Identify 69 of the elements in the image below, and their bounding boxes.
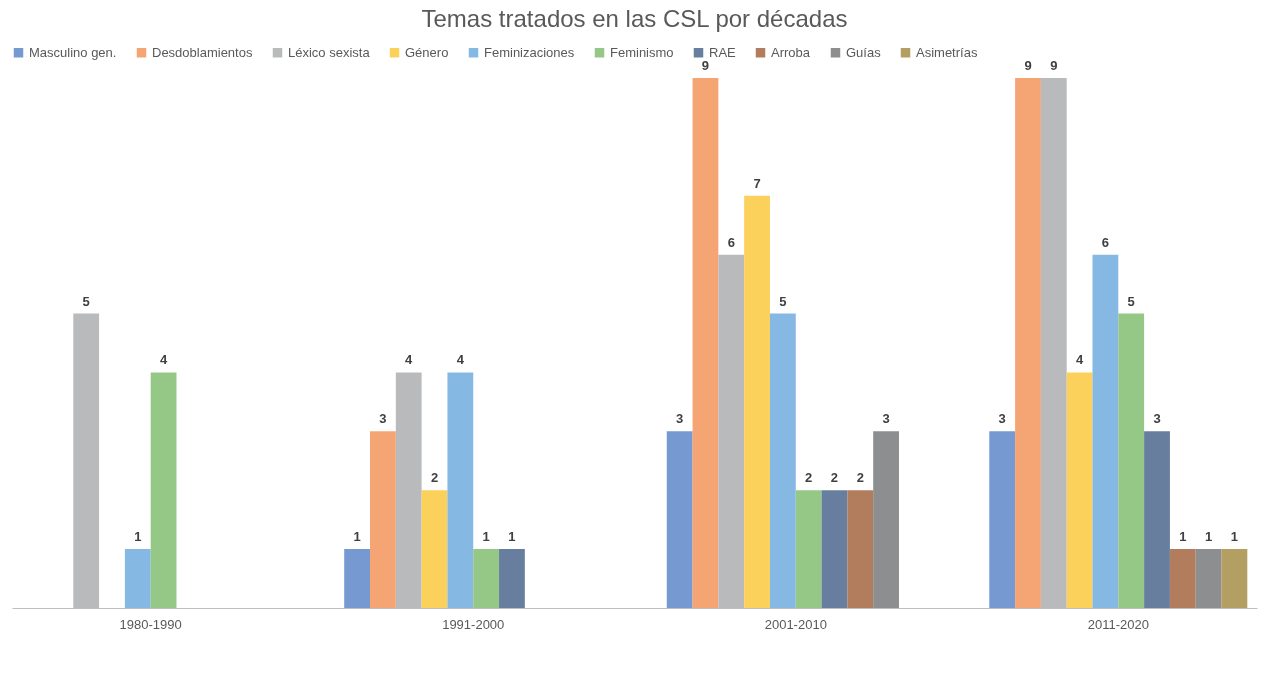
data-label: 1 xyxy=(353,529,361,545)
legend-label: Arroba xyxy=(771,44,811,60)
x-tick-label: 1991-2000 xyxy=(442,616,505,632)
bar xyxy=(692,78,719,608)
data-label: 1 xyxy=(134,529,142,545)
data-label: 6 xyxy=(727,234,735,250)
bar xyxy=(873,431,899,608)
chart-title: Temas tratados en las CSL por décadas xyxy=(421,5,848,32)
bar xyxy=(847,490,874,608)
data-label: 9 xyxy=(1050,58,1058,73)
bar xyxy=(499,549,525,608)
bar xyxy=(666,431,693,608)
bar xyxy=(370,431,396,608)
bar xyxy=(1221,549,1248,608)
legend-label: Género xyxy=(405,44,449,60)
bar xyxy=(769,313,796,608)
bar xyxy=(473,549,500,608)
legend-label: RAE xyxy=(709,44,737,60)
bar xyxy=(1144,431,1170,608)
data-label: 7 xyxy=(753,175,761,191)
data-label: 2 xyxy=(430,470,439,486)
data-label: 4 xyxy=(405,352,414,368)
data-label: 4 xyxy=(159,352,168,368)
legend-label: Feminismo xyxy=(610,44,674,60)
data-label: 3 xyxy=(676,411,684,427)
data-label: 5 xyxy=(1127,293,1135,309)
bar xyxy=(124,549,151,608)
data-label: 4 xyxy=(1075,352,1084,368)
data-label: 6 xyxy=(1101,234,1110,250)
bar xyxy=(344,549,371,608)
data-label: 4 xyxy=(456,352,465,368)
x-tick-label: 1980-1990 xyxy=(119,616,182,632)
bar xyxy=(1118,313,1145,608)
data-label: 5 xyxy=(779,293,787,309)
bar xyxy=(421,490,448,608)
data-label: 1 xyxy=(482,529,490,545)
data-label: 3 xyxy=(882,411,890,427)
bar xyxy=(1092,254,1119,608)
data-label: 1 xyxy=(1230,529,1239,545)
data-label: 1 xyxy=(1205,529,1213,545)
bar xyxy=(795,490,822,608)
bar xyxy=(447,372,474,608)
data-label: 3 xyxy=(379,411,387,427)
legend-label: Guías xyxy=(846,44,882,60)
bar xyxy=(821,490,848,608)
data-label: 3 xyxy=(998,411,1006,427)
legend-label: Masculino gen. xyxy=(29,44,117,60)
x-tick-label: 2001-2010 xyxy=(764,616,827,632)
data-label: 9 xyxy=(1024,58,1032,73)
bar xyxy=(150,372,177,608)
data-label: 9 xyxy=(701,58,710,73)
legend-label: Asimetrías xyxy=(916,44,978,60)
legend-label: Desdoblamientos xyxy=(152,44,253,60)
data-label: 3 xyxy=(1153,411,1161,427)
legend-label: Léxico sexista xyxy=(288,44,371,60)
data-label: 2 xyxy=(856,470,864,486)
bar xyxy=(1169,549,1196,608)
bar xyxy=(1015,78,1041,608)
data-label: 2 xyxy=(805,470,813,486)
data-label: 2 xyxy=(830,470,839,486)
bar xyxy=(1195,549,1222,608)
bar xyxy=(989,431,1016,608)
data-label: 1 xyxy=(508,529,516,545)
bar xyxy=(744,195,770,608)
data-label: 1 xyxy=(1179,529,1187,545)
data-label: 5 xyxy=(82,293,90,309)
legend-label: Feminizaciones xyxy=(484,44,575,60)
x-tick-label: 2011-2020 xyxy=(1087,616,1149,632)
bar xyxy=(1066,372,1093,608)
